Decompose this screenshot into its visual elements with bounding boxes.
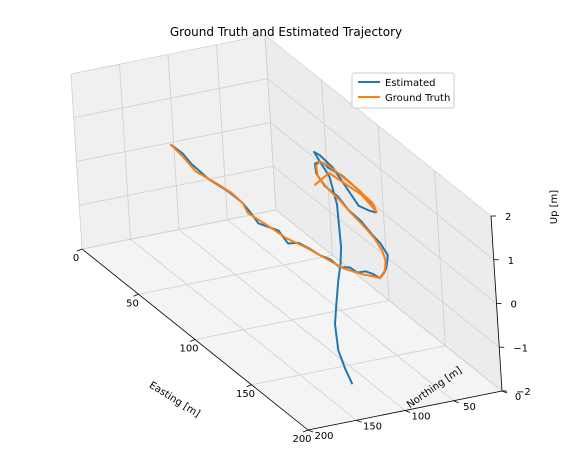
back-gridline-z [270, 122, 497, 304]
side-gridline-z [70, 34, 266, 75]
y-tick-label: 100 [411, 412, 430, 423]
chart-title: Ground Truth and Estimated Trajectory [170, 25, 402, 39]
axes-ticks: 0 50 100 150 200 0 50 100 150 200 −2 −1 0 1 2 [73, 212, 531, 445]
y-tick-label: 0 [515, 392, 521, 403]
z-tick-label: 0 [511, 300, 517, 311]
back-gridline-z [267, 78, 495, 261]
x-tick-mark [133, 293, 139, 297]
y-tick-mark [453, 400, 459, 404]
side-gridline-z [76, 122, 271, 162]
z-tick-label: −2 [516, 387, 531, 398]
x-tick-label: 0 [73, 253, 79, 264]
x-tick-mark [302, 429, 309, 433]
legend-label-estimated: Estimated [385, 78, 436, 89]
back-gridline-z [275, 209, 503, 392]
back-gridline-z [264, 34, 492, 217]
x-tick-mark [76, 248, 83, 252]
x-tick-mark [189, 339, 196, 342]
legend-label-ground-truth: Ground Truth [385, 93, 450, 104]
floor-gridline-y [130, 238, 357, 421]
floor-gridline-y [178, 229, 406, 411]
side-gridline-z [79, 165, 274, 206]
floor-gridline-y [227, 219, 454, 402]
x-tick-label: 50 [126, 298, 139, 309]
x-tick-mark [246, 384, 252, 388]
side-gridline-z [73, 78, 268, 119]
y-tick-mark [356, 419, 362, 423]
y-tick-label: 200 [314, 431, 333, 442]
z-axis-label: Up [m] [549, 190, 560, 224]
legend: Estimated Ground Truth [351, 72, 455, 109]
z-tick-label: −1 [513, 343, 528, 354]
series-layer [169, 143, 389, 385]
side-gridline-z [81, 209, 277, 250]
series-line-ground-truth [169, 143, 387, 280]
y-tick-label: 150 [363, 421, 382, 432]
z-tick-label: 1 [508, 256, 514, 267]
x-tick-label: 150 [236, 389, 255, 400]
x-axis-label: Easting [m] [147, 380, 202, 420]
x-tick-label: 200 [292, 434, 311, 445]
z-tick-label: 2 [505, 212, 511, 223]
y-tick-mark [404, 410, 411, 413]
y-tick-mark [307, 429, 314, 433]
back-gridline-z [272, 165, 500, 348]
x-tick-label: 100 [179, 344, 198, 355]
y-tick-label: 50 [463, 402, 476, 413]
